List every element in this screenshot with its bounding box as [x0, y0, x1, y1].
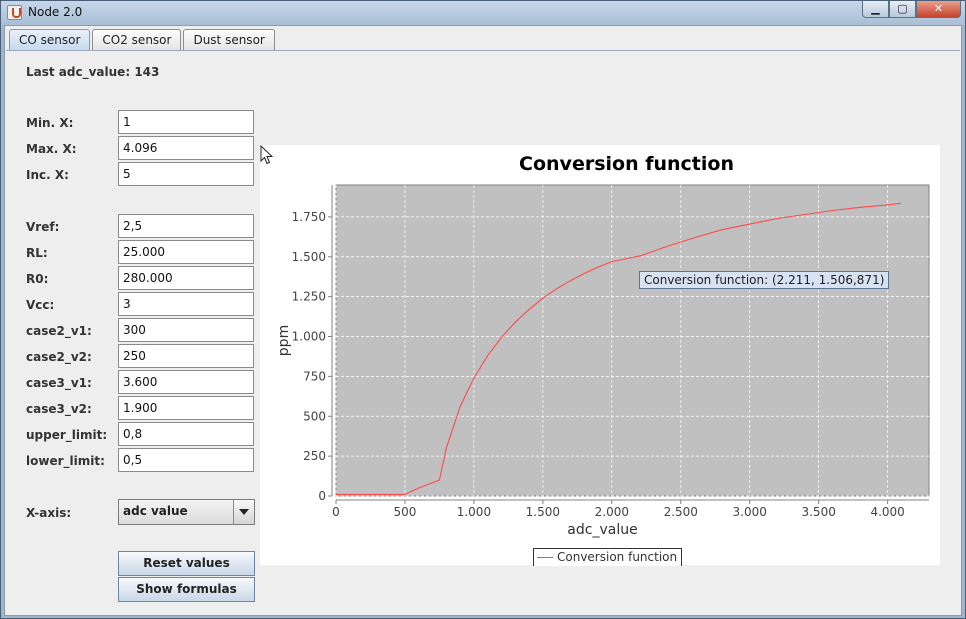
r0-label: R0:: [26, 272, 49, 286]
show-formulas-button[interactable]: Show formulas: [118, 577, 255, 602]
close-button[interactable]: ✕: [916, 1, 961, 18]
x-axis-select[interactable]: adc value: [118, 499, 255, 525]
last-adc-value: 143: [134, 65, 160, 79]
y-tick-label: 1.750: [292, 210, 326, 224]
case2-v1-input[interactable]: [118, 318, 254, 342]
y-tick-label: 250: [303, 449, 326, 463]
window-controls: ▁ ▢ ✕: [862, 1, 961, 19]
window-title: Node 2.0: [28, 5, 83, 19]
plot-area: [335, 184, 930, 497]
max-x-input[interactable]: [118, 136, 254, 160]
case2-v1-label: case2_v1:: [26, 324, 92, 338]
x-tick-label: 0: [332, 505, 340, 519]
series-line: [336, 202, 901, 495]
legend-swatch: [537, 557, 553, 558]
case3-v2-input[interactable]: [118, 396, 254, 420]
x-tick-label: 3.500: [801, 505, 835, 519]
min-x-input[interactable]: [118, 110, 254, 134]
upper-limit-label: upper_limit:: [26, 428, 108, 442]
tab-co2-sensor[interactable]: CO2 sensor: [92, 29, 182, 50]
upper-limit-input[interactable]: [118, 422, 254, 446]
x-tick-label: 2.000: [595, 505, 629, 519]
y-tick-label: 500: [303, 409, 326, 423]
tab-dust-sensor[interactable]: Dust sensor: [183, 29, 275, 50]
x-tick-label: 3.000: [733, 505, 767, 519]
chart-svg: Conversion function 0 500 1.000 1.500 2.000 2.…: [276, 153, 930, 538]
vref-label: Vref:: [26, 220, 60, 234]
title-bar[interactable]: Node 2.0 ▁ ▢ ✕: [1, 1, 965, 25]
tab-co-sensor[interactable]: CO sensor: [9, 29, 91, 51]
x-tick-label: 2.500: [664, 505, 698, 519]
lower-limit-input[interactable]: [118, 448, 254, 472]
y-tick-label: 1.250: [292, 290, 326, 304]
y-tick-label: 750: [303, 369, 326, 383]
vcc-label: Vcc:: [26, 298, 55, 312]
rl-input[interactable]: [118, 240, 254, 264]
last-adc-label: Last adc_value: 143: [26, 65, 160, 79]
vcc-input[interactable]: [118, 292, 254, 316]
co-sensor-panel: Last adc_value: 143 Min. X: Max. X: Inc.…: [6, 50, 960, 614]
maximize-button[interactable]: ▢: [889, 1, 916, 18]
java-app-icon: [7, 5, 22, 20]
rl-label: RL:: [26, 246, 48, 260]
chart-tooltip: Conversion function: (2.211, 1.506,871): [639, 271, 890, 289]
vref-input[interactable]: [118, 214, 254, 238]
r0-input[interactable]: [118, 266, 254, 290]
case3-v2-label: case3_v2:: [26, 402, 92, 416]
x-axis-title: adc_value: [567, 522, 637, 538]
chart-legend: Conversion function: [533, 548, 683, 566]
sensor-tabs: CO sensor CO2 sensor Dust sensor: [9, 29, 277, 51]
reset-values-button[interactable]: Reset values: [118, 551, 255, 576]
y-tick-label: 0: [318, 489, 326, 503]
x-tick-label: 1.000: [457, 505, 491, 519]
legend-series-name: Conversion function: [557, 550, 678, 564]
window-client-area: CO sensor CO2 sensor Dust sensor Last ad…: [4, 25, 962, 616]
case2-v2-input[interactable]: [118, 344, 254, 368]
conversion-chart[interactable]: Conversion function 0 500 1.000 1.500 2.000 2.…: [260, 145, 940, 566]
lower-limit-label: lower_limit:: [26, 454, 105, 468]
minimize-button[interactable]: ▁: [862, 1, 889, 18]
max-x-label: Max. X:: [26, 142, 77, 156]
y-tick-label: 1.000: [292, 330, 326, 344]
case3-v1-label: case3_v1:: [26, 376, 92, 390]
inc-x-label: Inc. X:: [26, 168, 69, 182]
inc-x-input[interactable]: [118, 162, 254, 186]
x-tick-label: 1.500: [526, 505, 560, 519]
mouse-cursor-icon: [260, 145, 274, 165]
chevron-down-icon[interactable]: [233, 500, 254, 524]
x-axis-select-value: adc value: [123, 504, 188, 518]
y-axis-title: ppm: [276, 325, 292, 356]
y-tick-label: 1.500: [292, 250, 326, 264]
case2-v2-label: case2_v2:: [26, 350, 92, 364]
case3-v1-input[interactable]: [118, 370, 254, 394]
x-tick-label: 4.000: [870, 505, 904, 519]
x-axis-label: X-axis:: [26, 506, 72, 520]
x-tick-label: 500: [394, 505, 417, 519]
chart-title: Conversion function: [519, 153, 734, 175]
min-x-label: Min. X:: [26, 116, 74, 130]
